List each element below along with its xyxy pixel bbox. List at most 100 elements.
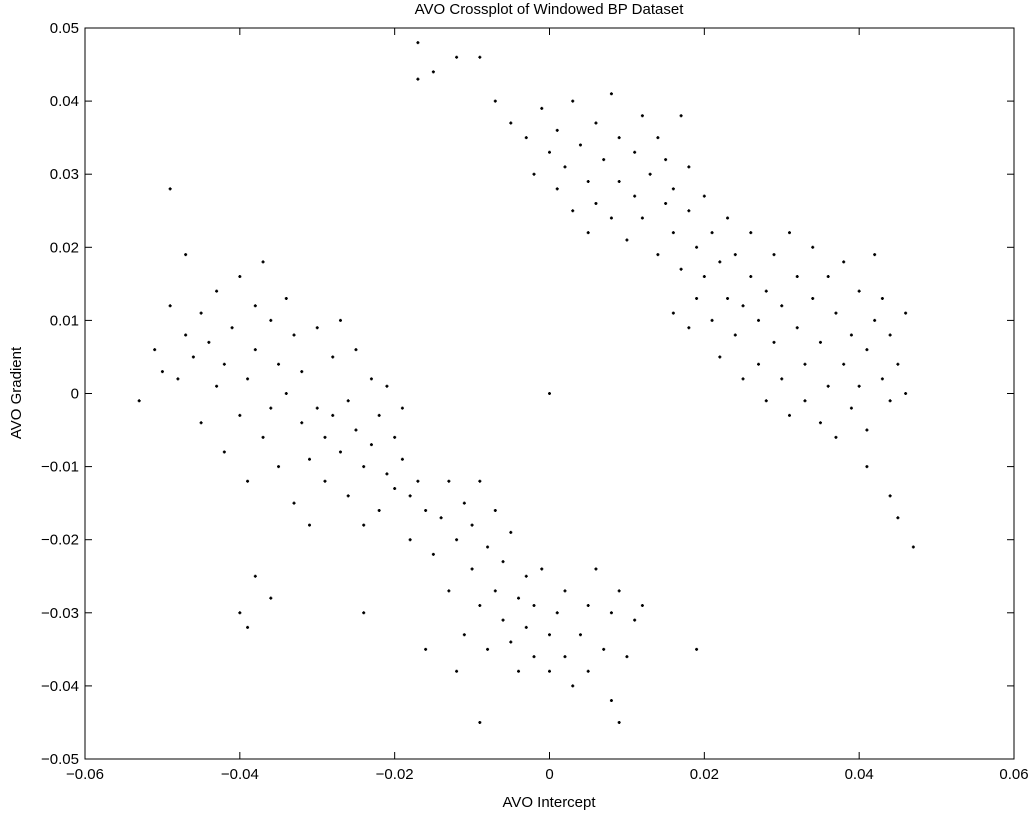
y-tick-label: −0.04 (41, 678, 79, 695)
scatter-point (679, 114, 683, 118)
scatter-point (354, 428, 358, 432)
scatter-point (184, 333, 188, 337)
scatter-point (633, 194, 637, 198)
x-tick-label: 0.06 (999, 766, 1028, 783)
scatter-point (447, 479, 451, 483)
scatter-point (880, 296, 884, 300)
scatter-point (416, 479, 420, 483)
x-tick-label: −0.06 (66, 766, 104, 783)
chart-title: AVO Crossplot of Windowed BP Dataset (415, 1, 685, 18)
y-tick-label: −0.01 (41, 459, 79, 476)
scatter-point (578, 143, 582, 147)
scatter-point (501, 560, 505, 564)
scatter-point (300, 370, 304, 374)
scatter-point (733, 333, 737, 337)
scatter-point (517, 669, 521, 673)
scatter-point (478, 55, 482, 59)
scatter-point (563, 589, 567, 593)
scatter-point (764, 289, 768, 293)
scatter-point (571, 99, 575, 103)
scatter-point (687, 209, 691, 213)
scatter-point (726, 216, 730, 220)
x-tick-label: 0.04 (845, 766, 874, 783)
scatter-point (400, 457, 404, 461)
scatter-point (826, 275, 830, 279)
scatter-point (625, 655, 629, 659)
scatter-point (911, 545, 915, 549)
y-tick-label: −0.05 (41, 751, 79, 768)
scatter-point (168, 187, 172, 191)
scatter-point (625, 238, 629, 242)
scatter-point (253, 348, 257, 352)
scatter-point (501, 618, 505, 622)
scatter-point (640, 216, 644, 220)
scatter-point (517, 596, 521, 600)
scatter-point (803, 362, 807, 366)
scatter-point (656, 136, 660, 140)
scatter-point (749, 275, 753, 279)
scatter-point (888, 494, 892, 498)
scatter-point (238, 275, 242, 279)
scatter-point (346, 494, 350, 498)
scatter-point (455, 55, 459, 59)
scatter-point (261, 435, 265, 439)
scatter-point (548, 150, 551, 154)
scatter-point (362, 611, 366, 615)
scatter-point (168, 304, 172, 308)
scatter-point (633, 150, 637, 154)
scatter-point (865, 348, 869, 352)
scatter-point (617, 589, 621, 593)
scatter-point (671, 231, 675, 235)
scatter-point (246, 479, 250, 483)
y-tick-label: 0.01 (50, 312, 79, 329)
scatter-point (269, 596, 273, 600)
scatter-point (137, 399, 141, 403)
scatter-point (548, 669, 551, 673)
scatter-point (369, 443, 373, 447)
scatter-point (354, 348, 358, 352)
scatter-point (633, 618, 637, 622)
scatter-point (695, 296, 699, 300)
scatter-point (811, 245, 815, 249)
scatter-point (656, 253, 660, 257)
scatter-point (687, 165, 691, 169)
scatter-point (277, 362, 281, 366)
scatter-point (555, 611, 559, 615)
y-tick-label: 0.02 (50, 239, 79, 256)
scatter-point (548, 633, 551, 637)
scatter-point (478, 603, 482, 607)
scatter-point (787, 231, 791, 235)
scatter-point (338, 450, 342, 454)
scatter-point (842, 362, 846, 366)
scatter-point (486, 647, 490, 651)
scatter-point (238, 413, 242, 417)
scatter-point (594, 121, 598, 125)
scatter-point (586, 669, 590, 673)
scatter-point (865, 428, 869, 432)
scatter-point (749, 231, 753, 235)
scatter-point (757, 362, 761, 366)
y-tick-label: −0.02 (41, 532, 79, 549)
scatter-point (726, 296, 730, 300)
scatter-point (269, 406, 273, 410)
scatter-point (571, 684, 575, 688)
scatter-point (362, 465, 366, 469)
scatter-point (292, 333, 296, 337)
scatter-point (873, 318, 877, 322)
scatter-point (323, 435, 327, 439)
scatter-point (215, 289, 219, 293)
scatter-point (323, 479, 327, 483)
scatter-point (741, 304, 745, 308)
scatter-point (609, 611, 613, 615)
x-tick-label: −0.04 (221, 766, 259, 783)
scatter-point (215, 384, 219, 388)
scatter-point (277, 465, 281, 469)
scatter-point (308, 457, 312, 461)
scatter-point (617, 720, 621, 724)
y-tick-label: 0.04 (50, 93, 79, 110)
scatter-point (609, 216, 613, 220)
scatter-point (462, 501, 466, 505)
scatter-point (455, 538, 459, 542)
scatter-point (780, 304, 784, 308)
